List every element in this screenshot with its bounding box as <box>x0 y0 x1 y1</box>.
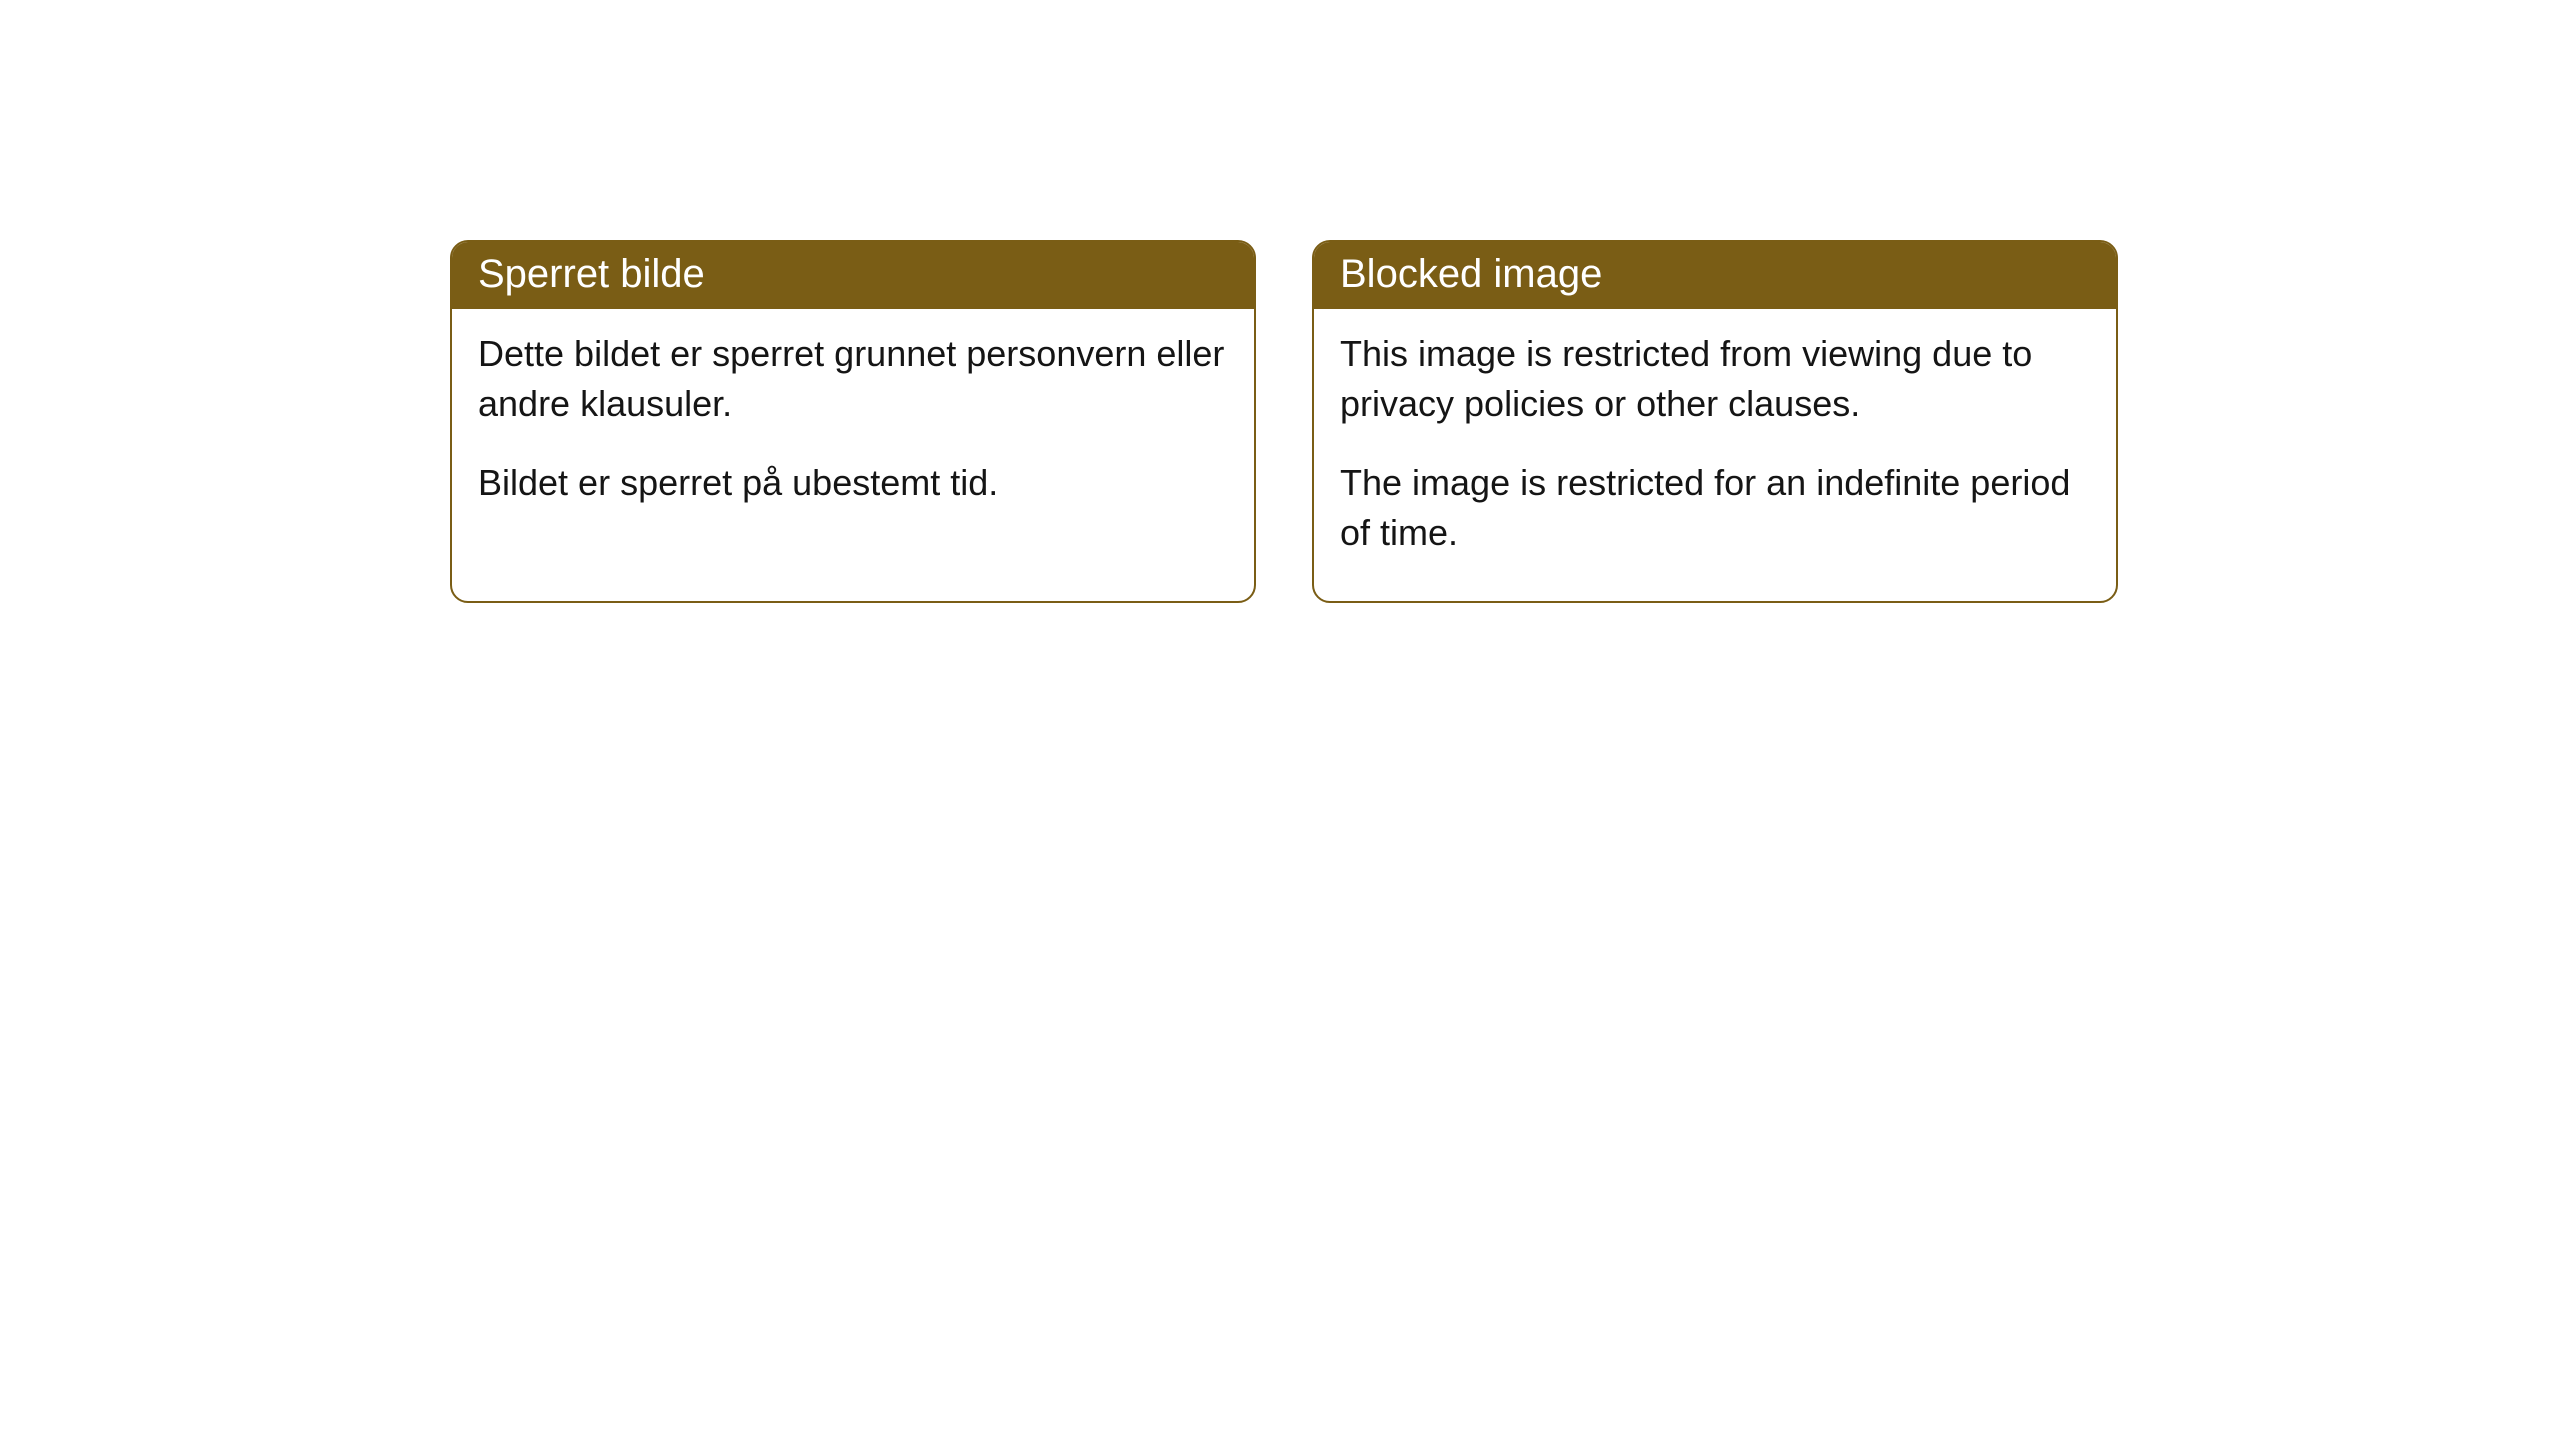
card-header: Sperret bilde <box>452 242 1254 309</box>
notice-card-english: Blocked image This image is restricted f… <box>1312 240 2118 603</box>
card-title: Sperret bilde <box>478 252 705 296</box>
notice-cards-container: Sperret bilde Dette bildet er sperret gr… <box>0 0 2560 603</box>
card-body: Dette bildet er sperret grunnet personve… <box>452 309 1254 550</box>
card-body: This image is restricted from viewing du… <box>1314 309 2116 601</box>
card-title: Blocked image <box>1340 252 1602 296</box>
card-header: Blocked image <box>1314 242 2116 309</box>
card-paragraph: This image is restricted from viewing du… <box>1340 329 2090 430</box>
notice-card-norwegian: Sperret bilde Dette bildet er sperret gr… <box>450 240 1256 603</box>
card-paragraph: The image is restricted for an indefinit… <box>1340 458 2090 559</box>
card-paragraph: Bildet er sperret på ubestemt tid. <box>478 458 1228 508</box>
card-paragraph: Dette bildet er sperret grunnet personve… <box>478 329 1228 430</box>
